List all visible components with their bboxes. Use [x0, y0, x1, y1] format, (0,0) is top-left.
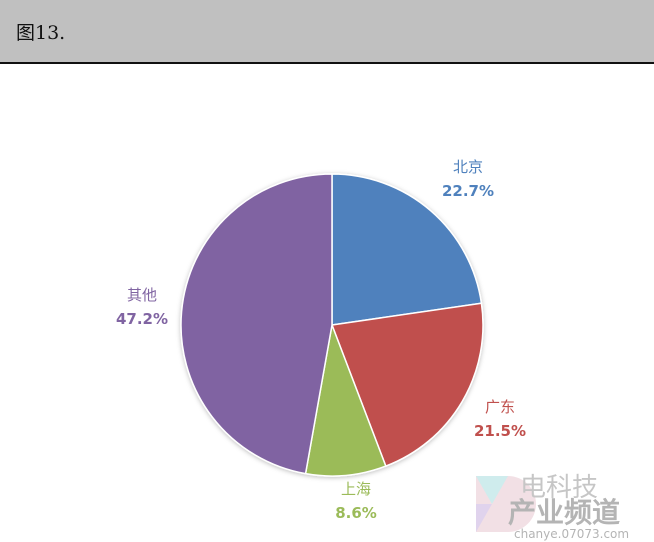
- figure-caption: 图13.: [16, 22, 66, 44]
- watermark-logo: 电科技 产业频道 chanye.07073.com: [476, 473, 629, 541]
- svg-text:产业频道: 产业频道: [508, 496, 620, 529]
- caption-bar: 图13.: [0, 0, 654, 64]
- slice-value-label: 47.2%: [116, 310, 168, 328]
- slice-value-label: 22.7%: [442, 182, 494, 200]
- svg-text:电科技: 电科技: [520, 473, 598, 503]
- slice-value-label: 21.5%: [474, 422, 526, 440]
- pie-slice-3: [180, 173, 333, 475]
- pie-chart: 北京 22.7% 广东 21.5% 上海 8.6% 其他 47.2%: [116, 158, 526, 522]
- pie-slice-0: [331, 173, 483, 326]
- svg-text:chanye.07073.com: chanye.07073.com: [514, 527, 629, 541]
- slice-label: 其他: [127, 286, 157, 304]
- slice-label: 上海: [341, 480, 371, 498]
- slice-label: 广东: [485, 398, 515, 416]
- pie-slice-1: [330, 302, 484, 468]
- slice-value-label: 8.6%: [335, 504, 377, 522]
- slice-label: 北京: [453, 158, 483, 176]
